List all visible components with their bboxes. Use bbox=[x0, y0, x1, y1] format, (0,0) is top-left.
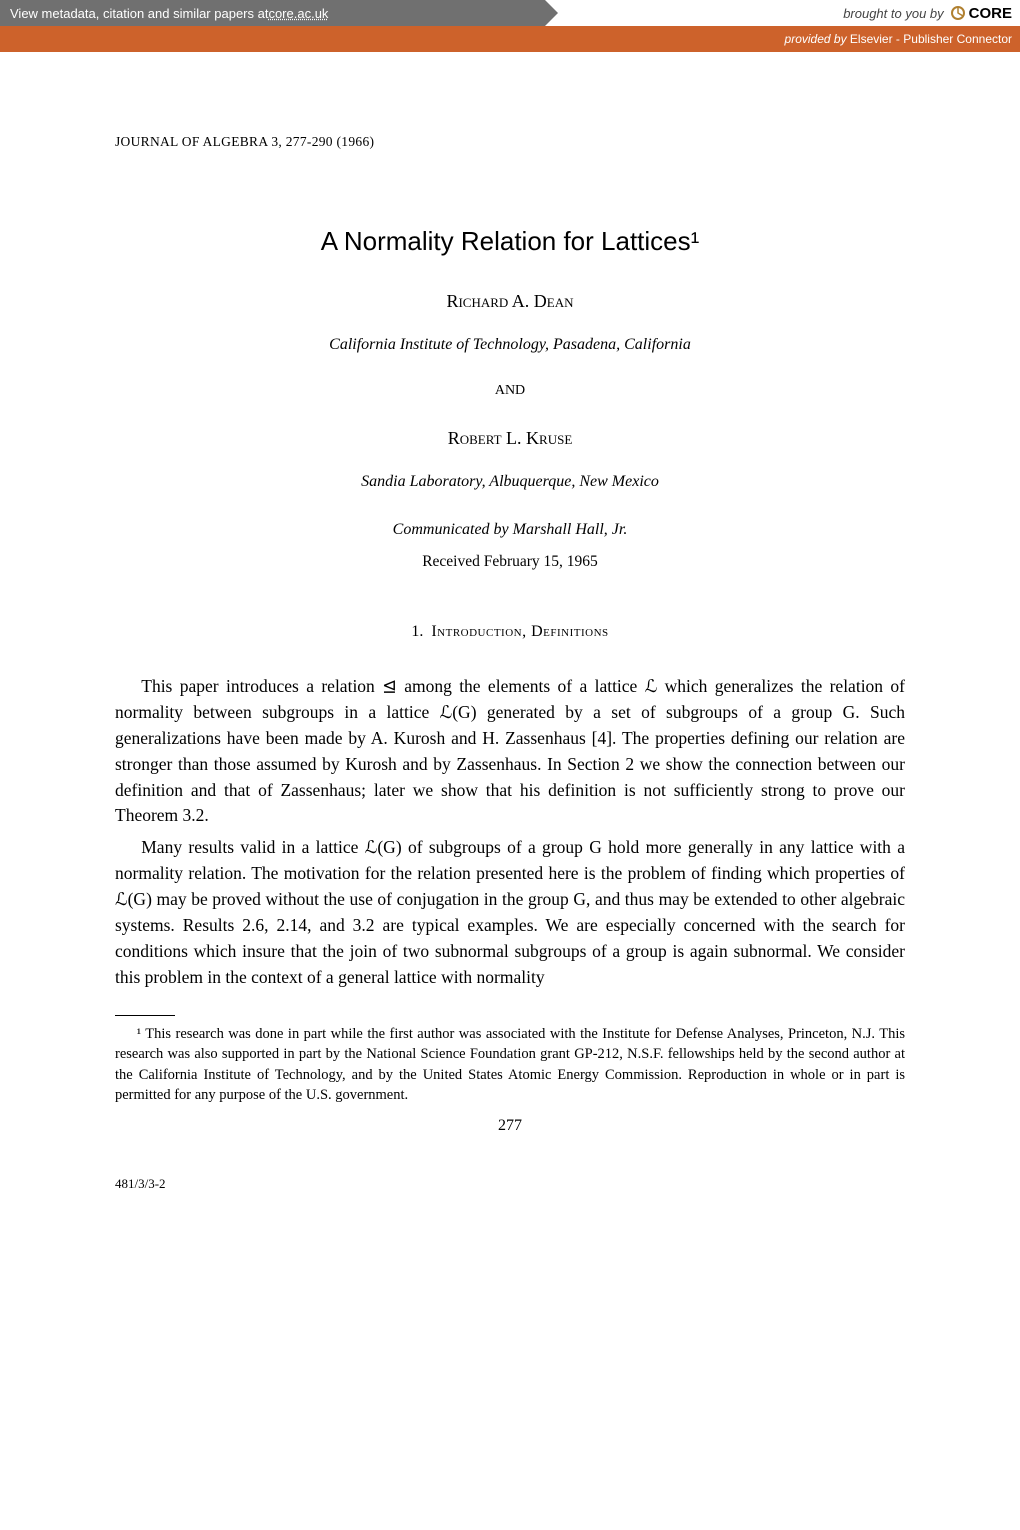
banner-left[interactable]: View metadata, citation and similar pape… bbox=[0, 0, 545, 26]
core-banner: View metadata, citation and similar pape… bbox=[0, 0, 1020, 26]
provided-by-bar: provided by Elsevier - Publisher Connect… bbox=[0, 26, 1020, 52]
received-date: Received February 15, 1965 bbox=[115, 551, 905, 574]
author-1: Richard A. Dean bbox=[115, 288, 905, 315]
signature-mark: 481/3/3-2 bbox=[115, 1174, 905, 1193]
paper-title: A Normality Relation for Lattices¹ bbox=[115, 222, 905, 260]
page-number: 277 bbox=[115, 1114, 905, 1138]
footnote-rule bbox=[115, 1015, 175, 1016]
author-2: Robert L. Kruse bbox=[115, 425, 905, 452]
paragraph-2: Many results valid in a lattice ℒ(G) of … bbox=[115, 835, 905, 990]
core-logo[interactable]: CORE bbox=[950, 5, 1012, 22]
paragraph-1: This paper introduces a relation ⊴ among… bbox=[115, 674, 905, 829]
paper-page: JOURNAL OF ALGEBRA 3, 277-290 (1966) A N… bbox=[0, 52, 1020, 1223]
core-icon bbox=[950, 5, 966, 21]
communicated-by: Communicated by Marshall Hall, Jr. bbox=[115, 518, 905, 542]
banner-spacer bbox=[545, 0, 835, 26]
section-heading: 1. Introduction, Definitions bbox=[115, 620, 905, 644]
body-text: This paper introduces a relation ⊴ among… bbox=[115, 674, 905, 991]
provided-by-text: provided by Elsevier - Publisher Connect… bbox=[785, 32, 1012, 46]
core-link[interactable]: core.ac.uk bbox=[268, 6, 328, 21]
footnote-1: ¹ This research was done in part while t… bbox=[115, 1024, 905, 1106]
provided-prefix: provided by bbox=[785, 32, 850, 46]
core-label: CORE bbox=[969, 5, 1012, 22]
affiliation-1: California Institute of Technology, Pasa… bbox=[115, 333, 905, 357]
journal-reference: JOURNAL OF ALGEBRA 3, 277-290 (1966) bbox=[115, 132, 905, 152]
banner-right: brought to you by CORE bbox=[835, 0, 1020, 26]
brought-to-you-text: brought to you by bbox=[843, 6, 943, 21]
section-number: 1. bbox=[411, 623, 423, 640]
and-separator: AND bbox=[115, 381, 905, 402]
provided-source: Elsevier - Publisher Connector bbox=[850, 32, 1012, 46]
section-title: Introduction, Definitions bbox=[431, 623, 608, 640]
affiliation-2: Sandia Laboratory, Albuquerque, New Mexi… bbox=[115, 470, 905, 494]
banner-metadata-text: View metadata, citation and similar pape… bbox=[10, 6, 268, 21]
